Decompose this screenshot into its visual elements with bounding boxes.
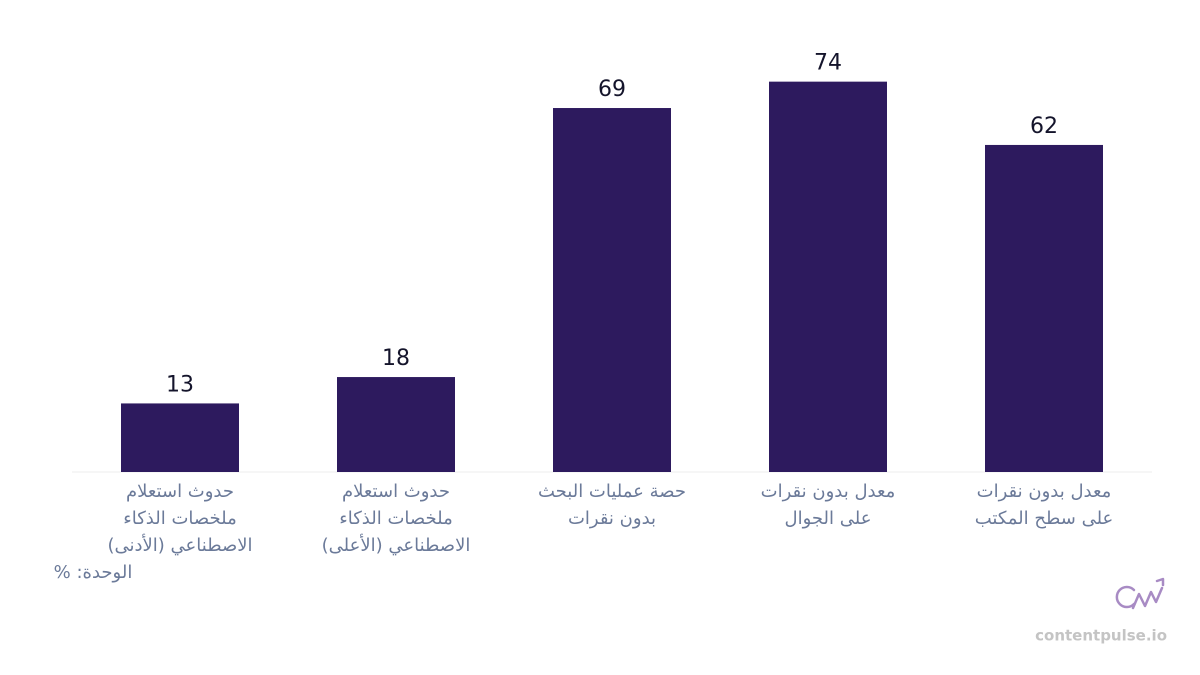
x-tick-label: حدوث استعلام ملخصات الذكاء الاصطناعي (الأد… [107,481,252,556]
value-label: 74 [814,51,842,76]
bar [985,144,1103,472]
x-tick-label: معدل بدون نقرات على الجوال [761,481,896,529]
bar [121,403,239,472]
value-label: 69 [598,77,626,102]
x-tick-label: حصة عمليات البحث بدون نقرات [538,481,686,529]
bar [769,81,887,473]
x-tick-label: معدل بدون نقرات على سطح المكتب [975,481,1114,529]
value-label: 18 [382,346,410,371]
x-tick-label: حدوث استعلام ملخصات الذكاء الاصطناعي (الأع… [322,481,471,556]
logo-icon [1115,577,1165,610]
bar [337,377,455,472]
unit-label: الوحدة: % [54,562,133,583]
bar [553,108,671,473]
source: contentpulse.io [1035,627,1167,645]
value-label: 13 [166,372,194,397]
value-label: 62 [1030,114,1058,139]
